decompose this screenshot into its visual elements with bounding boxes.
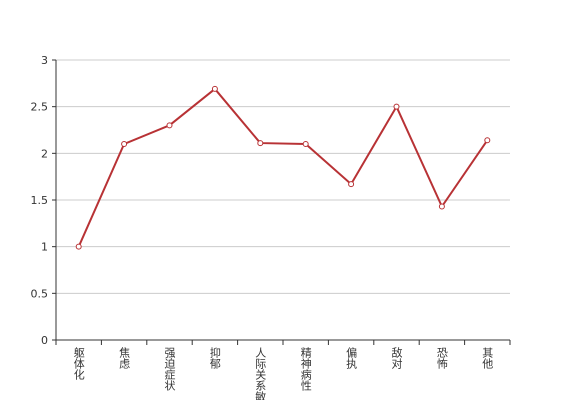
y-tick-label: 1 [41,241,48,254]
x-tick-label: 精神病性 [299,347,312,392]
y-tick-label: 0 [41,334,48,347]
point [484,137,491,144]
y-tick-label: 2 [41,147,48,160]
y-tick-label: 1.5 [31,194,49,207]
point [348,181,355,188]
point [257,140,264,147]
x-tick-label: 恐怖 [435,347,448,369]
point [393,103,400,110]
y-tick-label: 3 [41,54,48,67]
point [211,85,218,92]
line [77,87,489,248]
point [75,243,82,250]
point [438,203,445,210]
x-tick-label: 焦虑 [118,347,131,369]
x-tick-label: 抑郁 [208,346,221,369]
x-tick-label: 躯体化 [72,347,85,381]
point [121,141,128,147]
x-tick-label: 强迫症状 [163,347,176,391]
x-tick-label: 人际关系敏感 [254,347,267,400]
y-tick-label: 0.5 [31,287,49,300]
x-tick-label: 其他 [481,347,494,369]
point [166,122,173,129]
x-tick-label: 偏执 [345,346,358,370]
y-tick-label: 2.5 [31,101,49,114]
point [302,141,309,147]
x-tick-label: 敌对 [390,346,403,369]
